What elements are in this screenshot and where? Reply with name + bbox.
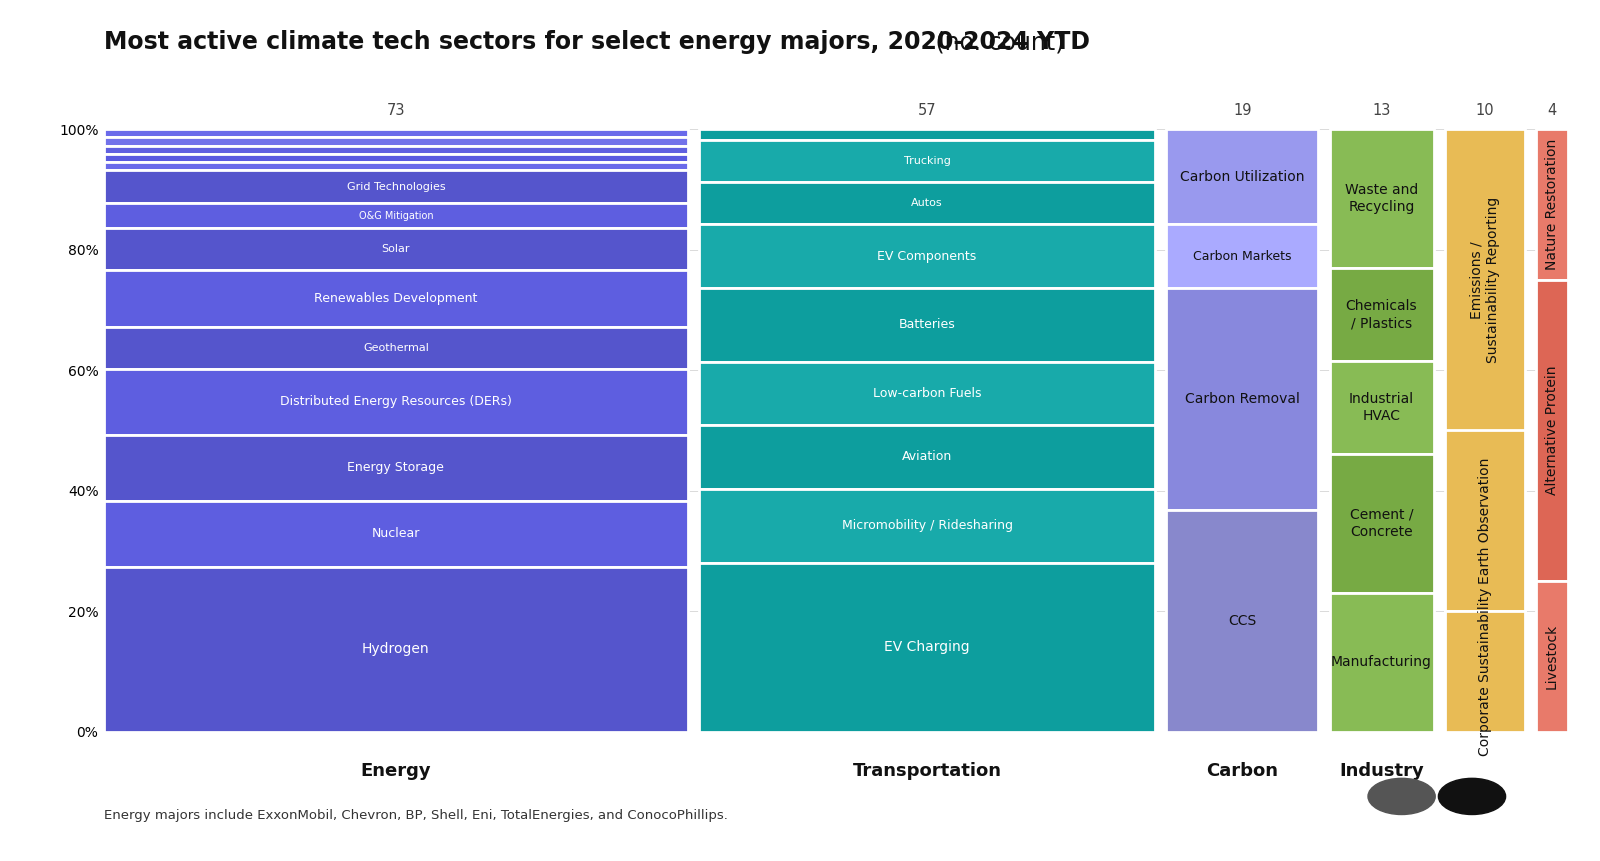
Bar <box>1166 288 1318 510</box>
Text: EV Charging: EV Charging <box>885 641 970 654</box>
Text: Emissions /
Sustainability Reporting: Emissions / Sustainability Reporting <box>1470 196 1499 363</box>
Bar <box>1536 581 1568 732</box>
Text: Manufacturing: Manufacturing <box>1331 655 1432 669</box>
Bar <box>104 129 688 138</box>
Bar <box>104 501 688 567</box>
Text: EV Components: EV Components <box>877 250 976 263</box>
Text: 13: 13 <box>1373 103 1390 118</box>
Bar <box>699 225 1155 288</box>
Text: (no. count): (no. count) <box>928 30 1064 54</box>
Bar <box>1330 269 1434 361</box>
Text: Renewables Development: Renewables Development <box>314 292 478 305</box>
Bar <box>699 563 1155 732</box>
Text: Nuclear: Nuclear <box>371 527 421 540</box>
Text: Distributed Energy Resources (DERs): Distributed Energy Resources (DERs) <box>280 395 512 408</box>
Bar <box>1330 454 1434 592</box>
Bar <box>699 362 1155 425</box>
Bar <box>699 288 1155 362</box>
Bar <box>104 170 688 203</box>
Bar <box>104 269 688 327</box>
Text: Waste and
Recycling: Waste and Recycling <box>1346 183 1418 214</box>
Text: Alternative Protein: Alternative Protein <box>1546 366 1558 495</box>
Bar <box>1166 129 1318 225</box>
Text: Earth Observation: Earth Observation <box>1478 458 1491 584</box>
Text: Micromobility / Ridesharing: Micromobility / Ridesharing <box>842 519 1013 532</box>
Bar <box>699 139 1155 182</box>
Bar <box>1330 361 1434 454</box>
Bar <box>104 228 688 269</box>
Bar <box>699 182 1155 225</box>
Text: Carbon Utilization: Carbon Utilization <box>1181 170 1304 183</box>
Text: Industry: Industry <box>1339 762 1424 780</box>
Text: 4: 4 <box>1547 103 1557 118</box>
Text: Trucking: Trucking <box>904 156 950 166</box>
Text: Chemicals
/ Plastics: Chemicals / Plastics <box>1346 299 1418 331</box>
Text: Livestock: Livestock <box>1546 624 1558 689</box>
Text: O&G Mitigation: O&G Mitigation <box>358 211 434 220</box>
Bar <box>699 489 1155 563</box>
Text: 10: 10 <box>1475 103 1494 118</box>
Text: Hydrogen: Hydrogen <box>362 642 430 656</box>
Bar <box>1536 280 1568 581</box>
Bar <box>1166 225 1318 288</box>
Bar <box>104 162 688 170</box>
Text: Low-carbon Fuels: Low-carbon Fuels <box>874 387 981 400</box>
Bar <box>1445 129 1525 430</box>
Text: Grid Technologies: Grid Technologies <box>347 182 445 192</box>
Text: 19: 19 <box>1234 103 1251 118</box>
Text: Energy Storage: Energy Storage <box>347 461 445 474</box>
Bar <box>104 327 688 369</box>
Text: 73: 73 <box>387 103 405 118</box>
Text: Carbon Markets: Carbon Markets <box>1194 250 1291 263</box>
Text: Energy: Energy <box>360 762 432 780</box>
Bar <box>699 425 1155 489</box>
Text: Carbon Removal: Carbon Removal <box>1186 392 1299 406</box>
Bar <box>104 203 688 228</box>
Text: Energy majors include ExxonMobil, Chevron, BP, Shell, Eni, TotalEnergies, and Co: Energy majors include ExxonMobil, Chevro… <box>104 809 728 822</box>
Bar <box>699 129 1155 139</box>
Bar <box>1536 129 1568 280</box>
Bar <box>104 435 688 501</box>
Text: Autos: Autos <box>912 198 942 208</box>
Text: Cement /
Concrete: Cement / Concrete <box>1350 508 1413 539</box>
Bar <box>1330 129 1434 269</box>
Bar <box>104 146 688 154</box>
Text: Nature Restoration: Nature Restoration <box>1546 139 1558 270</box>
Text: Transportation: Transportation <box>853 762 1002 780</box>
Text: Geothermal: Geothermal <box>363 343 429 353</box>
Bar <box>1445 430 1525 611</box>
Text: Solar: Solar <box>382 244 410 254</box>
Text: Most active climate tech sectors for select energy majors, 2020-2024 YTD: Most active climate tech sectors for sel… <box>104 30 1090 54</box>
Text: Aviation: Aviation <box>902 450 952 463</box>
Text: Corporate Sustainability: Corporate Sustainability <box>1478 587 1491 756</box>
Bar <box>104 154 688 162</box>
Bar <box>1330 592 1434 732</box>
Bar <box>104 369 688 435</box>
Text: Batteries: Batteries <box>899 319 955 331</box>
Text: 57: 57 <box>918 103 936 118</box>
Text: CCS: CCS <box>1229 614 1256 628</box>
Text: Industrial
HVAC: Industrial HVAC <box>1349 392 1414 423</box>
Bar <box>1166 510 1318 732</box>
Bar <box>104 567 688 732</box>
Text: Carbon: Carbon <box>1206 762 1278 780</box>
Bar <box>104 138 688 146</box>
Bar <box>1445 611 1525 732</box>
